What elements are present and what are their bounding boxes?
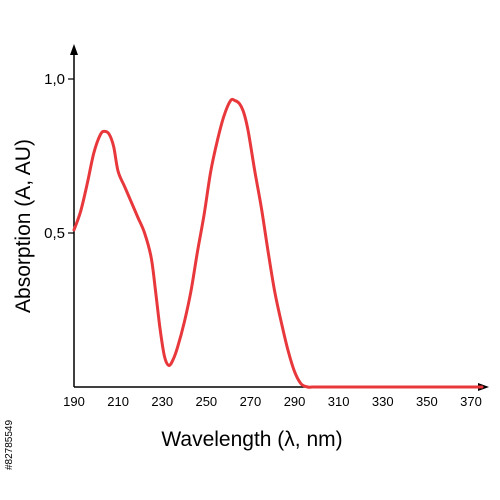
x-ticks: 190 210 230 250 270 290 310 330 350 370	[63, 394, 482, 409]
x-tick-label: 190	[63, 394, 85, 409]
x-tick-label: 250	[195, 394, 217, 409]
y-tick-label: 0,5	[44, 225, 65, 242]
x-axis-title: Wavelength (λ, nm)	[161, 428, 342, 451]
y-axis-title: Absorption (A, AU)	[12, 139, 35, 313]
x-tick-label: 270	[240, 394, 262, 409]
x-tick-label: 310	[328, 394, 350, 409]
x-tick-label: 370	[460, 394, 482, 409]
series-group	[72, 97, 484, 389]
x-tick-label: 330	[372, 394, 394, 409]
y-tick-label: 1,0	[44, 71, 65, 88]
plot-area	[70, 44, 489, 391]
absorption-series-line	[72, 97, 484, 389]
y-ticks: 0,5 1,0	[44, 71, 74, 242]
x-tick-label: 230	[151, 394, 173, 409]
x-tick-label: 290	[284, 394, 306, 409]
y-axis-arrow	[70, 44, 78, 55]
x-tick-label: 350	[416, 394, 438, 409]
watermark-id: #82785549	[4, 420, 15, 470]
x-tick-label: 210	[107, 394, 129, 409]
